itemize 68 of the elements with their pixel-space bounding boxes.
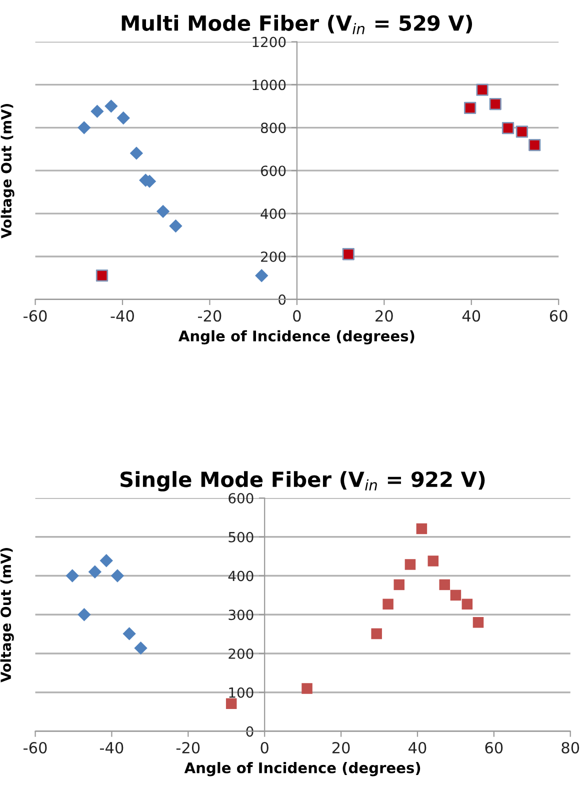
point	[342, 248, 354, 260]
y-tick-label: 800	[260, 122, 286, 134]
x-tick-label: -20	[176, 742, 200, 754]
point	[394, 579, 405, 590]
point	[122, 627, 136, 640]
x-tick-label: 20	[332, 742, 350, 754]
y-tick-label: 0	[246, 726, 254, 737]
x-axis-title: Angle of Incidence (degrees)	[178, 330, 414, 344]
x-tick-label: 80	[562, 742, 580, 754]
point	[104, 100, 118, 113]
point	[66, 569, 79, 582]
point	[382, 598, 394, 610]
point	[88, 565, 102, 578]
y-tick-label: 500	[228, 532, 254, 542]
x-axis-title: Angle of Incidence (degrees)	[184, 762, 420, 776]
y-tick-label: 200	[228, 648, 254, 659]
point	[96, 270, 108, 282]
x-tick-label: 0	[293, 310, 301, 322]
x-tick-label: -40	[100, 742, 124, 754]
y-axis-title: Voltage Out (mV)	[0, 548, 14, 682]
point	[416, 523, 428, 534]
chart-title: Single Mode Fiber (V$_{in}$ = 922 V)	[120, 471, 485, 492]
y-axis-title: Voltage Out (mV)	[0, 104, 14, 238]
y-tick-label: 400	[228, 570, 254, 582]
y-tick-label: 200	[261, 251, 286, 262]
point	[404, 559, 416, 570]
point	[462, 598, 473, 610]
point	[100, 554, 113, 568]
x-tick-label: 40	[462, 310, 480, 322]
point	[516, 126, 528, 138]
point	[476, 84, 488, 96]
point	[90, 104, 104, 118]
x-tick-label: 40	[408, 742, 426, 754]
point	[134, 641, 148, 655]
point	[78, 608, 91, 622]
y-tick-label: 600	[228, 492, 254, 504]
point	[302, 683, 312, 694]
point	[110, 569, 124, 582]
x-tick-label: -20	[198, 310, 222, 322]
x-tick-label: -40	[110, 310, 134, 322]
x-tick-label: -60	[24, 310, 47, 322]
point	[428, 556, 439, 566]
x-tick-label: 20	[376, 310, 393, 322]
point	[169, 219, 182, 233]
y-tick-label: 300	[228, 610, 254, 620]
chart-title: Multi Mode Fiber (V$_{in}$ = 529 V)	[122, 14, 472, 34]
y-tick-label: 1000	[252, 80, 286, 90]
point	[156, 204, 170, 218]
point	[116, 111, 130, 125]
point	[255, 269, 268, 282]
point	[439, 579, 450, 590]
point	[450, 590, 462, 601]
point	[464, 102, 476, 114]
point	[78, 121, 91, 134]
x-tick-label: -60	[24, 742, 47, 754]
point	[226, 698, 237, 710]
y-tick-label: 600	[260, 166, 286, 176]
y-tick-label: 1200	[252, 36, 286, 48]
x-tick-label: 60	[550, 310, 568, 322]
point	[472, 617, 484, 628]
x-tick-label: 60	[485, 742, 503, 754]
y-tick-label: 400	[260, 208, 286, 220]
point	[371, 628, 382, 640]
point	[130, 146, 144, 160]
y-tick-label: 100	[229, 687, 254, 698]
point	[489, 98, 502, 110]
point	[528, 138, 541, 152]
point	[502, 122, 514, 134]
